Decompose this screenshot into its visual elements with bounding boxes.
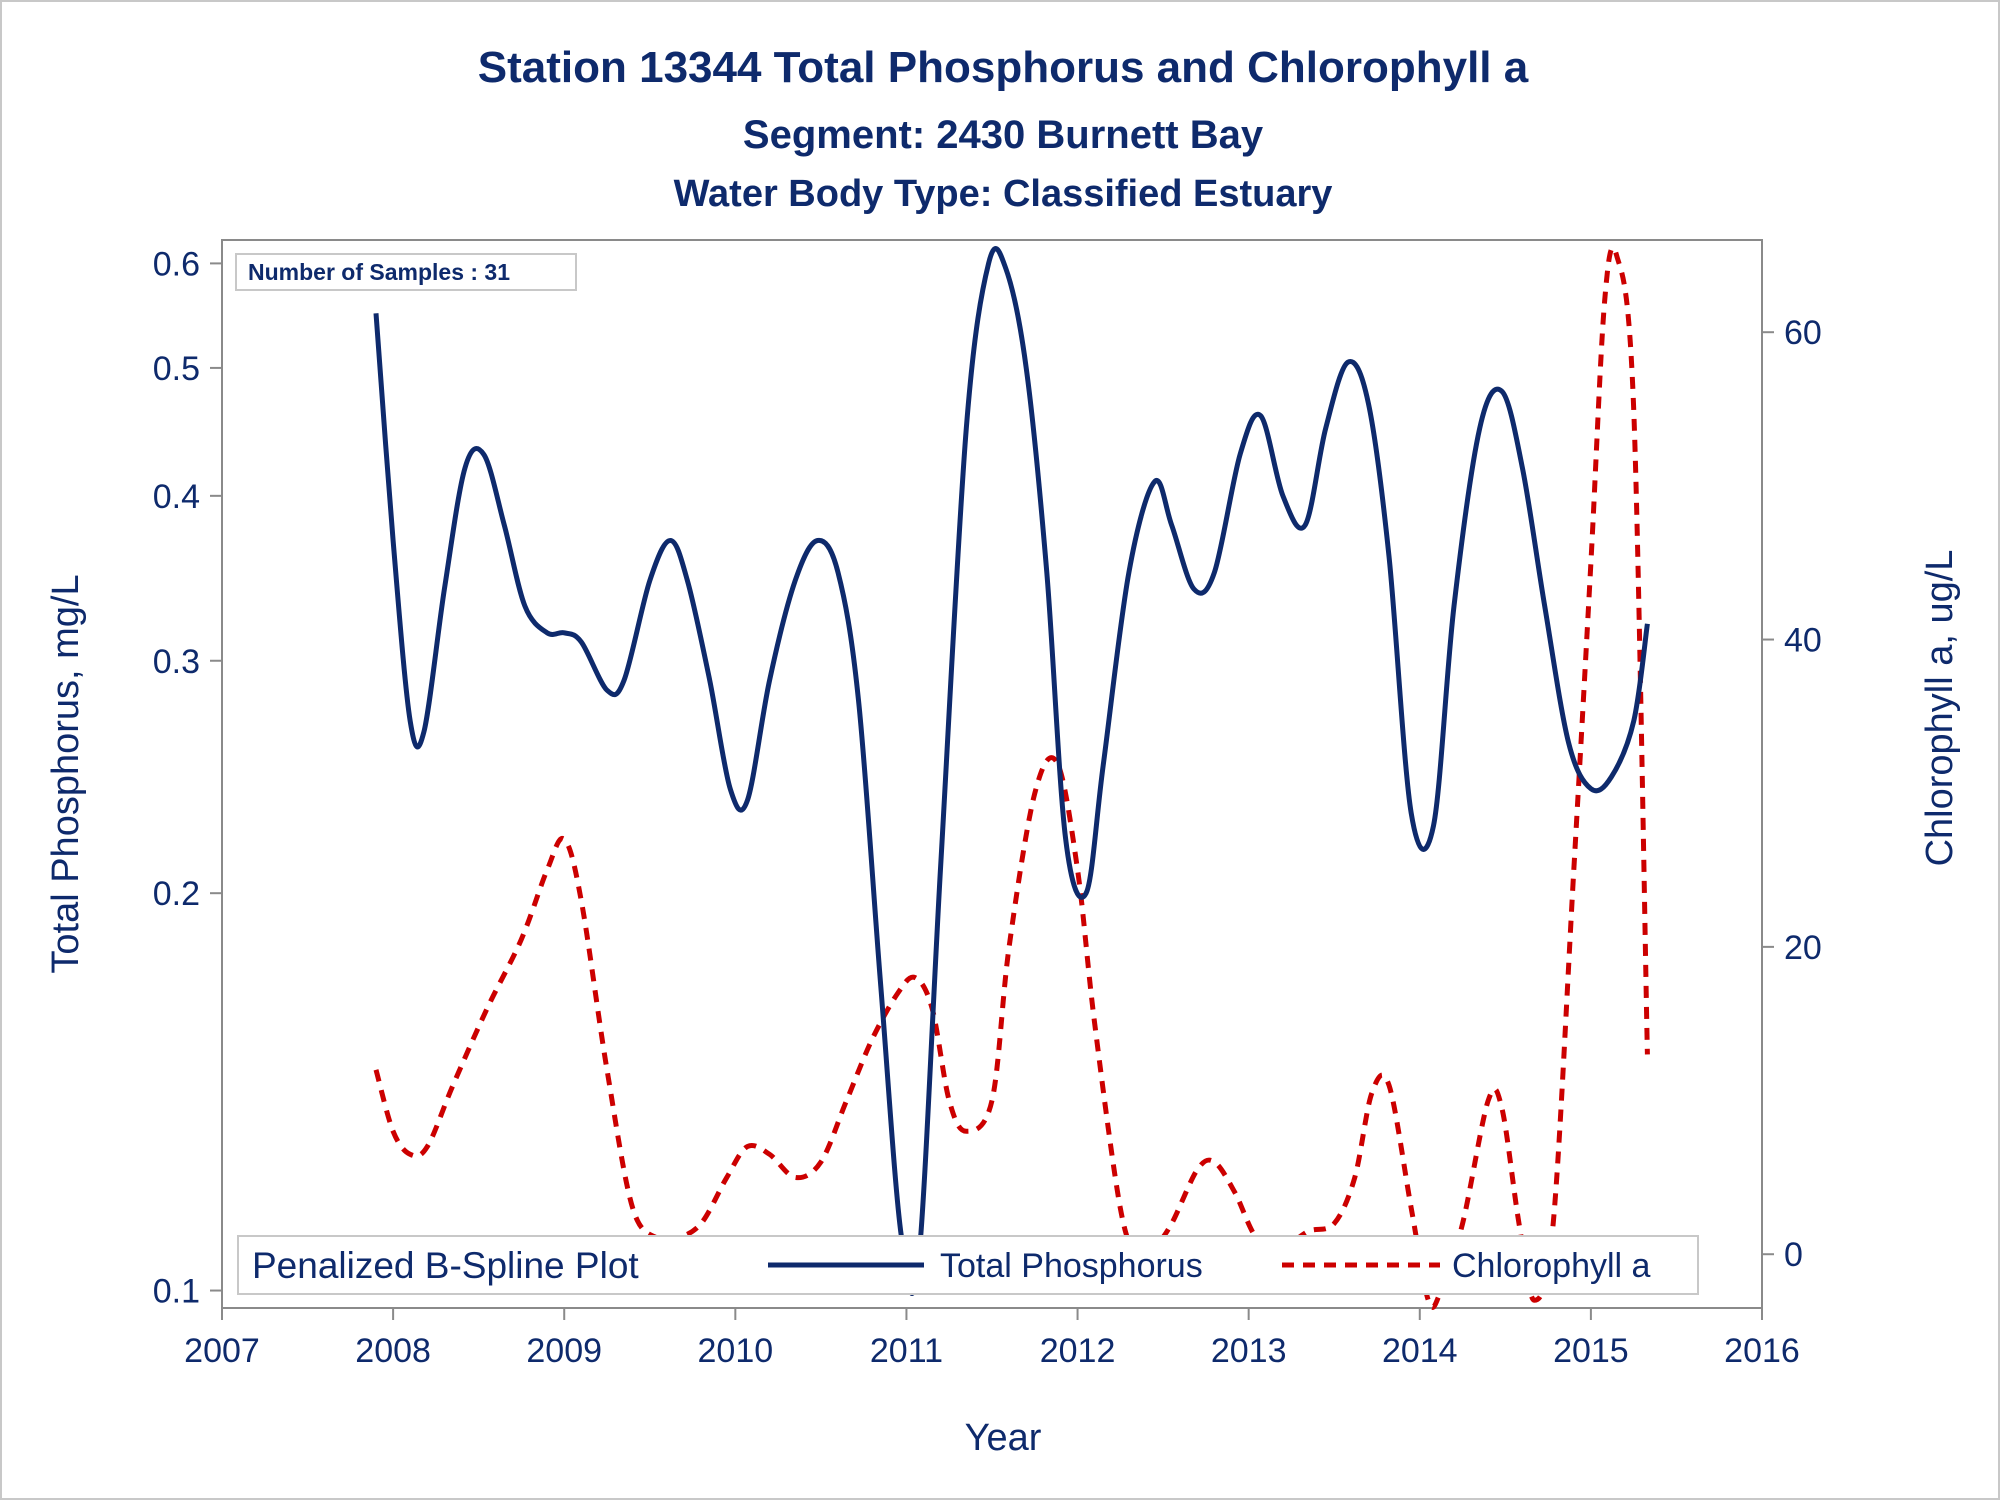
y-left-tick-label: 0.2 (153, 875, 200, 913)
legend: Penalized B-Spline Plot Total Phosphorus… (237, 1235, 1699, 1295)
y-axis-left-label: Total Phosphorus, mg/L (45, 574, 87, 973)
x-tick-label: 2013 (1211, 1332, 1287, 1370)
x-tick-label: 2015 (1553, 1332, 1629, 1370)
series-group (373, 245, 1650, 1310)
y-left-tick-label: 0.1 (153, 1273, 200, 1311)
y-left-tick-label: 0.5 (153, 350, 200, 388)
y-left-tick-label: 0.4 (153, 478, 200, 516)
x-axis-label: Year (965, 1417, 1042, 1459)
y-axis-right-label: Chlorophyll a, ug/L (1919, 550, 1961, 867)
legend-title: Penalized B-Spline Plot (252, 1245, 639, 1286)
x-tick-label: 2008 (355, 1332, 431, 1370)
x-tick-label: 2014 (1382, 1332, 1458, 1370)
series-line-chlorophyll (373, 245, 1650, 1310)
x-tick-label: 2010 (698, 1332, 774, 1370)
y-right-tick-label: 60 (1784, 314, 1822, 352)
y-axis-left: 0.1 0.2 0.3 0.4 0.5 0.6 (153, 245, 222, 1311)
x-tick-label: 2012 (1040, 1332, 1116, 1370)
plot-area (221, 239, 1763, 1309)
x-tick-label: 2009 (526, 1332, 602, 1370)
chart-subtitle-waterbody: Water Body Type: Classified Estuary (674, 173, 1333, 215)
legend-entry-phosphorus: Total Phosphorus (940, 1247, 1203, 1285)
y-right-tick-label: 40 (1784, 622, 1822, 660)
chart-subtitle-segment: Segment: 2430 Burnett Bay (743, 113, 1264, 157)
sample-count-label: Number of Samples : 31 (248, 259, 510, 285)
chart-title: Station 13344 Total Phosphorus and Chlor… (478, 43, 1529, 92)
sample-count-box (235, 253, 577, 291)
x-tick-label: 2016 (1724, 1332, 1800, 1370)
legend-entry-chlorophyll: Chlorophyll a (1452, 1247, 1651, 1285)
y-axis-right: 0 20 40 60 (1762, 314, 1822, 1274)
y-right-tick-label: 0 (1784, 1236, 1803, 1274)
x-tick-label: 2007 (184, 1332, 260, 1370)
series-line-phosphorus (373, 246, 1650, 1296)
x-axis: 2007 2008 2009 2010 2011 2012 2013 2014 2015 2016 (184, 1308, 1800, 1370)
y-left-tick-label: 0.6 (153, 245, 200, 283)
x-tick-label: 2011 (870, 1332, 943, 1370)
y-left-tick-label: 0.3 (153, 643, 200, 681)
y-right-tick-label: 20 (1784, 929, 1822, 967)
legend-box (237, 1235, 1699, 1295)
